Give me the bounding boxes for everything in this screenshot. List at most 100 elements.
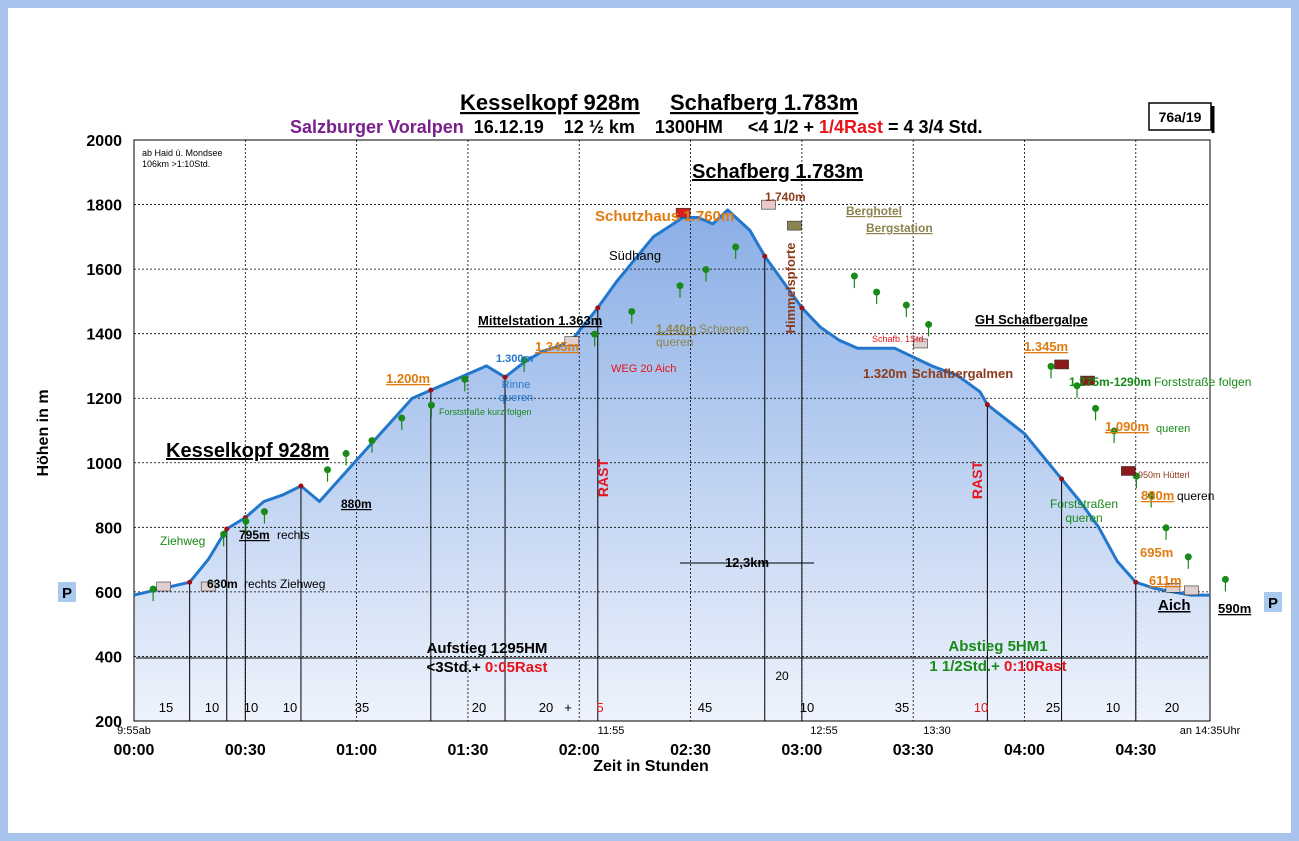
tree-icon (1221, 575, 1229, 583)
waypoint-dot (762, 253, 768, 259)
tour-id: 76a/19 (1159, 109, 1202, 125)
segment-time: 20 (472, 700, 486, 715)
waypoint-dot (984, 402, 990, 408)
segment-time: 10 (1106, 700, 1120, 715)
x-tick-label: 04:00 (1004, 742, 1045, 759)
label-1740: 1.740m (765, 190, 806, 204)
label-forststrassen: Forststraßen (1050, 497, 1118, 511)
tree-icon (676, 282, 684, 290)
hut-icon (1121, 466, 1136, 476)
label-880b-queren: queren (1177, 489, 1214, 503)
label-880b: 880m (1141, 488, 1174, 503)
approach-note: ab Haid ü. Mondsee (142, 148, 223, 158)
waypoint-dot (1133, 579, 1139, 585)
label-aufstieg: Aufstieg 1295HM (427, 640, 548, 657)
tree-icon (149, 585, 157, 593)
label-himmelspforte: Himmelspforte (783, 242, 798, 333)
label-1320: 1.320m (863, 366, 907, 381)
label-weg20: WEG 20 Aich (611, 363, 676, 375)
y-tick-label: 600 (95, 585, 122, 602)
label-huetterl: 950m Hütterl (1138, 470, 1190, 480)
tree-icon (1184, 553, 1192, 561)
segment-time: 20 (539, 700, 553, 715)
waypoint-dot (595, 305, 601, 311)
approach-note: 106km >1:10Std. (142, 159, 210, 169)
parking-label: P (62, 585, 72, 602)
segment-time: 5 (596, 700, 603, 715)
profile-area (134, 210, 1210, 721)
tree-icon (242, 517, 250, 525)
tree-icon (1047, 362, 1055, 370)
waypoint-dot (187, 579, 193, 585)
x-tick-label: 03:00 (781, 742, 822, 759)
label-795: 795m (239, 528, 270, 542)
x-tick-label: 02:00 (559, 742, 600, 759)
subtitle-line: Salzburger Voralpen 16.12.19 12 ½ km 130… (290, 117, 983, 137)
hut-icon (675, 207, 691, 218)
tree-icon (1110, 427, 1118, 435)
label-630-note: rechts Ziehweg (244, 577, 325, 591)
label-611: 611m (1149, 573, 1182, 588)
label-1440: 1.440m (656, 322, 697, 336)
label-1090-queren: queren (1156, 423, 1190, 435)
label-schafb-1std: Schafb. 1Std. (872, 334, 926, 344)
label-aich: Aich (1158, 597, 1191, 614)
tree-icon (520, 356, 528, 364)
segment-time: 25 (1046, 700, 1060, 715)
tree-icon (324, 466, 332, 474)
label-795-note: rechts (277, 528, 310, 542)
label-1090: 1.090m (1105, 419, 1149, 434)
label-schienen-queren: queren (656, 335, 693, 349)
hut-icon (1184, 585, 1199, 596)
segment-time: 10 (974, 700, 988, 715)
segment-time: 35 (895, 700, 909, 715)
tree-icon (220, 530, 228, 538)
segment-time: 10 (283, 700, 297, 715)
y-tick-label: 1000 (86, 456, 122, 473)
waypoint-dot (502, 374, 508, 380)
segment-time: 45 (698, 700, 712, 715)
label-ziehweg: Ziehweg (160, 534, 205, 548)
segment-time: 10 (800, 700, 814, 715)
label-1275: 1.275m-1290m (1069, 375, 1151, 389)
y-tick-label: 800 (95, 520, 122, 537)
label-schafbergalmen: Schafbergalmen (912, 366, 1013, 381)
segment-time: 10 (244, 700, 258, 715)
tree-icon (1162, 524, 1170, 532)
y-tick-label: 1800 (86, 198, 122, 215)
tree-icon (873, 288, 881, 296)
hut-icon (564, 336, 580, 347)
clock-time: 13:30 (923, 725, 951, 737)
label-630: 630m (207, 577, 238, 591)
tree-icon (1147, 492, 1155, 500)
waypoint-dot (298, 483, 304, 489)
label-1345a: 1.345m (535, 339, 579, 354)
label-695: 695m (1140, 545, 1173, 560)
label-mittelstation: Mittelstation 1.363m (478, 313, 602, 328)
tree-icon (591, 330, 599, 338)
label-rast-2: RAST (969, 461, 985, 500)
waypoint-dot (428, 387, 434, 393)
segment-time: 20 (1165, 700, 1179, 715)
parking-badge (58, 582, 76, 602)
segment-time: 15 (159, 700, 173, 715)
label-forststrasse-folgen: Forststraße folgen (1154, 375, 1251, 389)
y-tick-label: 400 (95, 649, 122, 666)
title-kesselkopf: Kesselkopf 928m (460, 90, 640, 115)
y-tick-label: 1600 (86, 262, 122, 279)
tree-icon (732, 243, 740, 251)
hut-icon (1080, 375, 1095, 386)
segment-time: 10 (205, 700, 219, 715)
clock-time: 12:55 (810, 725, 838, 737)
tree-icon (925, 320, 933, 328)
y-axis-title: Höhen in m (35, 389, 52, 476)
label-aufstieg-time: <3Std.+ 0:05Rast (427, 659, 548, 676)
tree-icon (850, 272, 858, 280)
waypoint-dot (799, 305, 805, 311)
tree-icon (398, 414, 406, 422)
x-tick-label: 02:30 (670, 742, 711, 759)
label-rast-1: RAST (595, 459, 611, 498)
hut-icon (1165, 583, 1181, 593)
hut-icon (1054, 359, 1069, 370)
label-suedhang: Südhang (609, 248, 661, 263)
